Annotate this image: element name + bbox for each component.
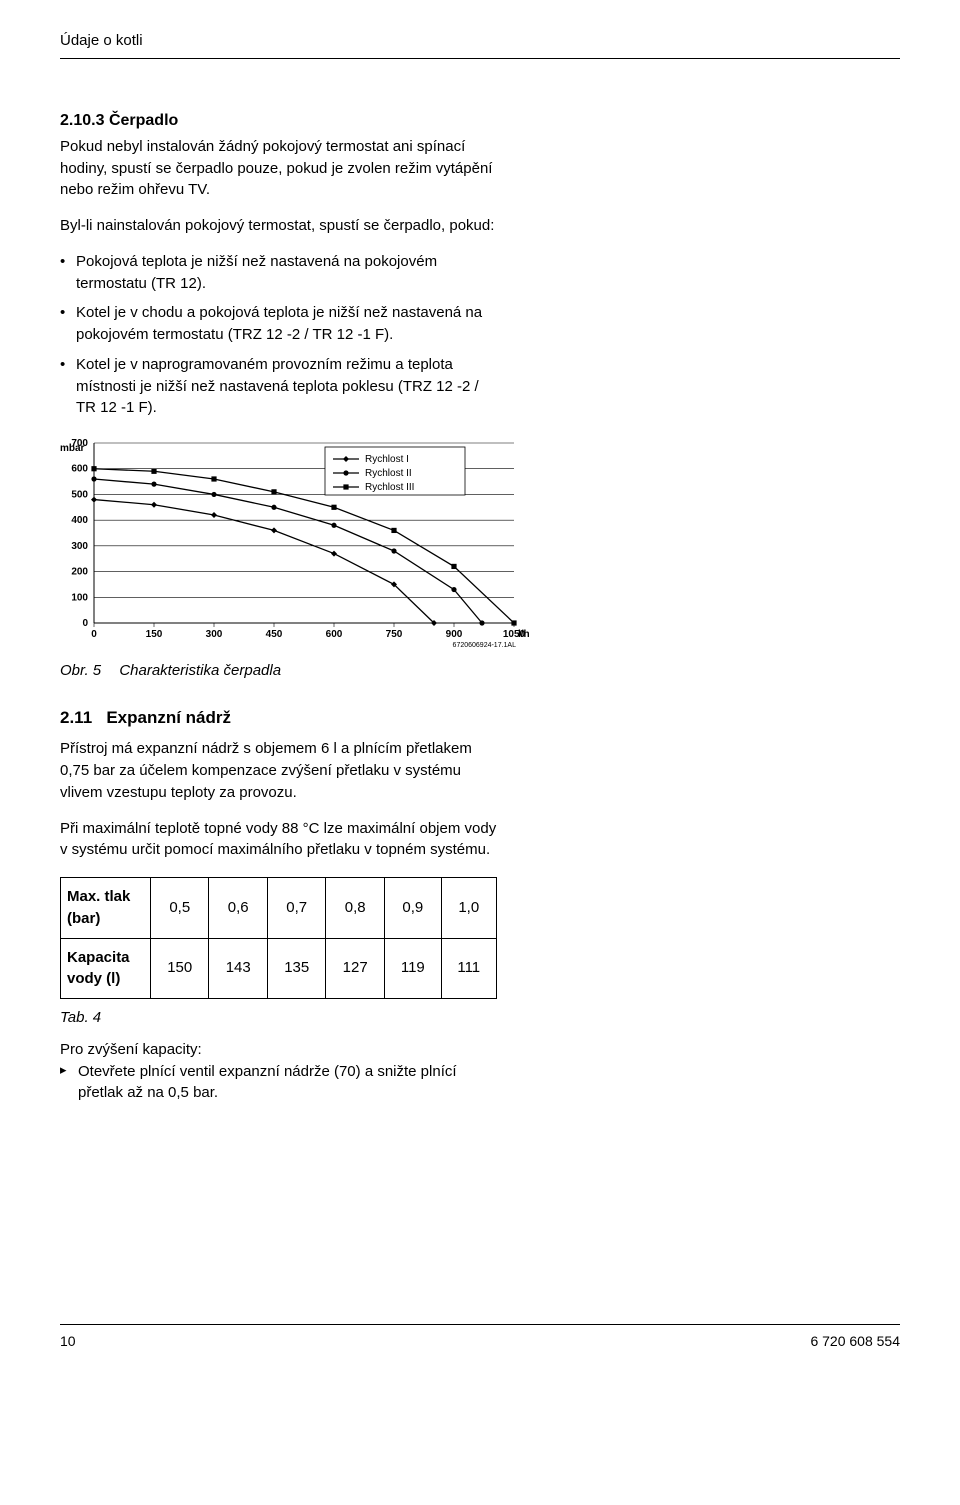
table-cell: 111 [441,938,496,999]
svg-text:Rychlost III: Rychlost III [365,482,414,493]
svg-text:400: 400 [71,515,88,526]
table-cell: 0,9 [384,878,441,939]
svg-text:600: 600 [71,464,88,475]
svg-text:Rychlost I: Rychlost I [365,454,409,465]
section1-p2: Byl-li nainstalován pokojový termostat, … [60,215,497,237]
section2-p2: Při maximální teplotě topné vody 88 °C l… [60,818,497,862]
svg-text:900: 900 [446,629,463,640]
section-number: 2.10.3 [60,112,104,129]
table-cell: 0,6 [209,878,267,939]
table-cell: 1,0 [441,878,496,939]
section1-bullets: Pokojová teplota je nižší než nastavená … [60,251,497,419]
svg-text:750: 750 [386,629,403,640]
svg-text:450: 450 [266,629,283,640]
page-number: 10 [60,1331,76,1351]
table-cell: 0,7 [267,878,325,939]
header-title: Údaje o kotli [60,30,900,52]
svg-text:150: 150 [146,629,163,640]
section-2-10-3-heading: 2.10.3 Čerpadlo [60,109,497,132]
svg-text:Rychlost II: Rychlost II [365,468,412,479]
table-cell: 0,5 [151,878,209,939]
section2-p1: Přístroj má expanzní nádrž s objemem 6 l… [60,738,497,803]
page-footer: 10 6 720 608 554 [60,1324,900,1351]
svg-text:l/h: l/h [518,629,530,640]
section-title: Expanzní nádrž [106,708,231,727]
svg-text:600: 600 [326,629,343,640]
pump-chart: 0100200300400500600700015030045060075090… [60,437,497,654]
table-cell: 135 [267,938,325,999]
header-rule [60,58,900,59]
figure-text: Charakteristika čerpadla [119,662,281,679]
figure-number: Obr. 5 [60,662,101,679]
after-table-list: Otevřete plnící ventil expanzní nádrže (… [60,1061,497,1105]
capacity-table: Max. tlak (bar)0,50,60,70,80,91,0 Kapacit… [60,877,497,999]
bullet-item: Kotel je v naprogramovaném provozním rež… [60,354,497,419]
after-table-lead: Pro zvýšení kapacity: [60,1039,497,1061]
table-cell: 143 [209,938,267,999]
svg-text:300: 300 [206,629,223,640]
section-2-11-heading: 2.11 Expanzní nádrž [60,706,497,731]
after-table-item: Otevřete plnící ventil expanzní nádrže (… [60,1061,497,1105]
svg-text:200: 200 [71,567,88,578]
figure-caption: Obr. 5 Charakteristika čerpadla [60,660,497,682]
pump-chart-svg: 0100200300400500600700015030045060075090… [60,437,538,647]
table-cell: 150 [151,938,209,999]
section-title: Čerpadlo [109,112,178,129]
bullet-item: Pokojová teplota je nižší než nastavená … [60,251,497,295]
table-cell: 0,8 [326,878,384,939]
table-cell: 127 [326,938,384,999]
svg-text:100: 100 [71,592,88,603]
doc-number: 6 720 608 554 [810,1331,900,1351]
svg-text:0: 0 [91,629,97,640]
svg-text:6720606924-17.1AL: 6720606924-17.1AL [453,642,517,647]
main-column: 2.10.3 Čerpadlo Pokud nebyl instalován ž… [60,109,497,1104]
svg-text:300: 300 [71,541,88,552]
table-header: Kapacita vody (l) [61,938,151,999]
svg-text:0: 0 [82,618,88,629]
svg-text:mbar: mbar [60,443,85,454]
table-caption: Tab. 4 [60,1007,497,1029]
section1-p1: Pokud nebyl instalován žádný pokojový te… [60,136,497,201]
bullet-item: Kotel je v chodu a pokojová teplota je n… [60,302,497,346]
table-header: Max. tlak (bar) [61,878,151,939]
section-number: 2.11 [60,708,92,727]
svg-text:500: 500 [71,490,88,501]
table-cell: 119 [384,938,441,999]
